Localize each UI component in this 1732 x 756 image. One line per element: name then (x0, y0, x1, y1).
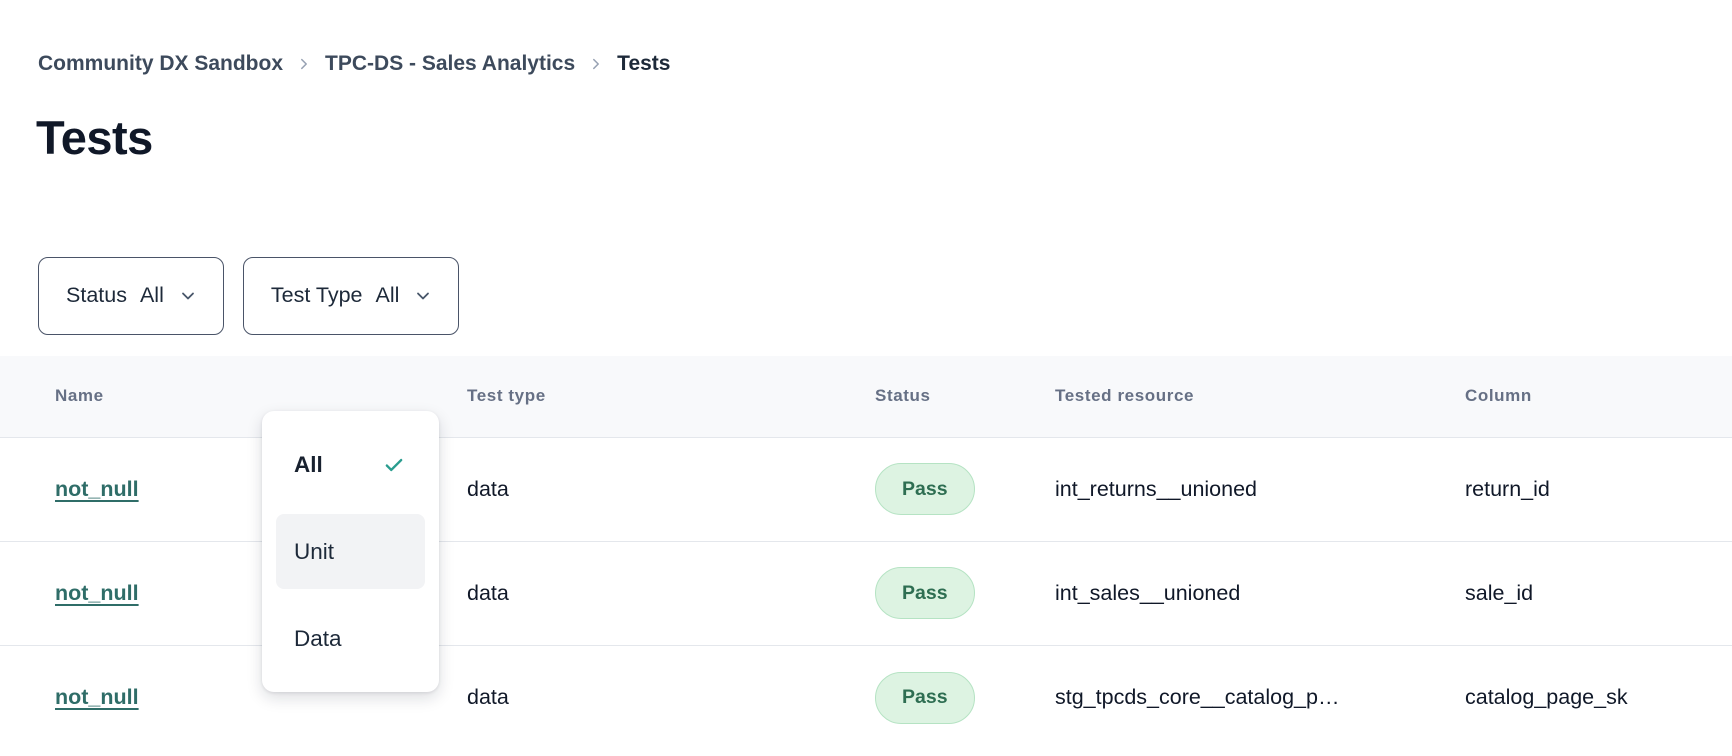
check-icon (383, 454, 405, 476)
test-type-filter-label: Test Type (270, 283, 363, 308)
test-type-filter-button[interactable]: Test Type All (242, 256, 460, 335)
filter-bar: Status All Test Type All (38, 256, 1732, 335)
tested-resource-cell: int_sales__unioned (1055, 580, 1241, 605)
test-name-link[interactable]: not_null (55, 685, 139, 710)
test-type-cell: data (467, 580, 509, 605)
status-filter-button[interactable]: Status All (38, 256, 224, 335)
test-type-cell: data (467, 685, 509, 710)
column-cell: return_id (1465, 476, 1550, 501)
column-header-status: Status (875, 386, 931, 406)
status-filter-value: All (139, 283, 164, 308)
column-header-name: Name (55, 386, 104, 406)
breadcrumb-item-workspace[interactable]: Community DX Sandbox (38, 52, 284, 75)
test-type-filter-value: All (375, 283, 400, 308)
table-row: not_null data Pass int_sales__unioned sa… (0, 541, 1732, 646)
test-type-dropdown-menu: All Unit Data (262, 411, 439, 692)
chevron-right-icon (589, 57, 603, 71)
test-name-link[interactable]: not_null (55, 580, 139, 605)
chevron-right-icon (297, 57, 311, 71)
dropdown-option-all[interactable]: All (276, 427, 425, 502)
dropdown-option-unit[interactable]: Unit (276, 514, 425, 589)
breadcrumb-item-project[interactable]: TPC-DS - Sales Analytics (325, 52, 576, 75)
breadcrumb-item-tests: Tests (617, 52, 671, 75)
tested-resource-cell: stg_tpcds_core__catalog_p… (1055, 685, 1340, 710)
column-header-column: Column (1465, 386, 1532, 406)
table-header-row: Name Test type Status Tested resource Co… (0, 355, 1732, 438)
dropdown-option-label: Unit (294, 538, 335, 564)
column-header-test-type: Test type (467, 386, 546, 406)
status-badge: Pass (875, 463, 975, 516)
page-title: Tests (36, 111, 153, 164)
dropdown-option-data[interactable]: Data (276, 601, 425, 676)
status-badge: Pass (875, 671, 975, 724)
tested-resource-cell: int_returns__unioned (1055, 476, 1258, 501)
chevron-down-icon (415, 288, 431, 304)
test-type-cell: data (467, 476, 509, 501)
status-filter-label: Status (66, 283, 127, 308)
table-row: not_null data Pass stg_tpcds_core__catal… (0, 645, 1732, 750)
column-header-tested-resource: Tested resource (1055, 386, 1195, 406)
chevron-down-icon (180, 288, 196, 304)
column-cell: sale_id (1465, 580, 1534, 605)
dropdown-option-label: All (294, 451, 323, 477)
tests-table: Name Test type Status Tested resource Co… (0, 355, 1732, 750)
dropdown-option-label: Data (294, 625, 342, 651)
test-name-link[interactable]: not_null (55, 476, 139, 501)
breadcrumb: Community DX Sandbox TPC-DS - Sales Anal… (38, 52, 1732, 76)
status-badge: Pass (875, 567, 975, 620)
table-row: not_null data Pass int_returns__unioned … (0, 437, 1732, 542)
column-cell: catalog_page_sk (1465, 685, 1628, 710)
